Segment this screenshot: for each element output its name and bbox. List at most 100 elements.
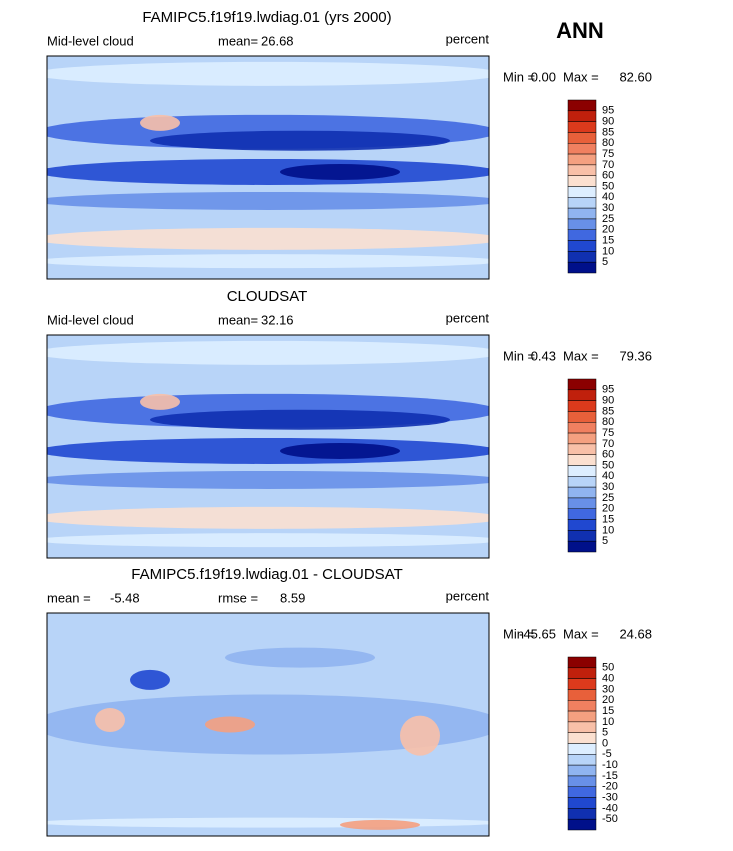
map-field <box>47 56 489 279</box>
map-field <box>47 613 489 836</box>
left-label: mean = <box>47 590 91 605</box>
map-region <box>205 716 255 733</box>
colorbar-label: 25 <box>602 492 614 504</box>
map <box>46 55 490 280</box>
map-frame <box>46 612 490 837</box>
mean-label: mean= <box>218 312 258 327</box>
colorbar-label: 30 <box>602 481 614 493</box>
colorbar-label: 80 <box>602 137 614 149</box>
colorbar-box <box>567 175 597 187</box>
colorbar-box <box>567 465 597 477</box>
colorbar-box <box>567 422 597 434</box>
colorbar-label: 95 <box>602 384 614 396</box>
map <box>46 612 490 837</box>
mean-label: mean= <box>218 33 258 48</box>
colorbar-label: 15 <box>602 705 614 717</box>
map-region <box>280 163 400 180</box>
colorbar-box <box>567 132 597 144</box>
min-value: 0.00 <box>531 69 556 84</box>
colorbar-box <box>567 710 597 723</box>
colorbar-box <box>567 454 597 466</box>
colorbar-label: 70 <box>602 438 614 450</box>
colorbar-label: 15 <box>602 234 614 246</box>
colorbar-box <box>567 110 597 122</box>
colorbar-label: 60 <box>602 449 614 461</box>
panel-title: CLOUDSAT <box>227 288 308 305</box>
map-field <box>47 335 489 558</box>
colorbar-box <box>567 207 597 220</box>
colorbar-box <box>567 656 597 669</box>
colorbar-label: 95 <box>602 105 614 117</box>
map-region <box>47 158 489 185</box>
colorbar-label: 90 <box>602 395 614 407</box>
map <box>46 334 490 559</box>
map-region <box>47 227 489 250</box>
colorbar-box <box>567 764 597 777</box>
mean-value: -5.48 <box>110 590 140 605</box>
max-value: 82.60 <box>619 69 652 84</box>
colorbar-label: 20 <box>602 503 614 515</box>
colorbar-box <box>567 530 597 542</box>
colorbar-label: 40 <box>602 191 614 203</box>
map-region <box>47 437 489 464</box>
colorbar-label: -20 <box>602 781 618 793</box>
colorbar-box <box>567 497 597 509</box>
left-label: Mid-level cloud <box>47 312 134 327</box>
map-region <box>150 130 450 151</box>
colorbar-label: 50 <box>602 180 614 192</box>
map-region <box>140 393 180 410</box>
max-label: Max = <box>563 626 599 641</box>
min-label: Min = <box>503 626 535 641</box>
colorbar-box <box>567 486 597 499</box>
colorbar-box <box>567 519 597 531</box>
colorbar-box <box>567 721 597 733</box>
map-region <box>47 533 489 548</box>
colorbar-label: -50 <box>602 813 618 825</box>
colorbar-label: 25 <box>602 213 614 225</box>
colorbar-box <box>567 197 597 209</box>
min-value: 0.43 <box>531 348 556 363</box>
colorbar-box <box>567 743 597 755</box>
colorbar-box <box>567 689 597 701</box>
panel-title: FAMIPC5.f19f19.lwdiag.01 (yrs 2000) <box>142 9 391 26</box>
colorbar-label: -30 <box>602 791 618 803</box>
colorbar-label: 5 <box>602 727 608 739</box>
colorbar-box <box>567 667 597 679</box>
colorbar-box <box>567 818 597 831</box>
mean-value: 26.68 <box>261 33 294 48</box>
map-region <box>47 694 489 755</box>
colorbar-label: 60 <box>602 170 614 182</box>
colorbar-label: 10 <box>602 524 614 536</box>
colorbar-box <box>567 432 597 445</box>
max-label: Max = <box>563 348 599 363</box>
colorbar-box <box>567 808 597 820</box>
colorbar-label: 5 <box>602 535 608 547</box>
map-region <box>47 254 489 269</box>
left-label: Mid-level cloud <box>47 33 134 48</box>
colorbar-box <box>567 786 597 798</box>
colorbar-box <box>567 797 597 809</box>
colorbar-box <box>567 143 597 155</box>
units-label: percent <box>446 588 490 603</box>
map-region <box>47 340 489 365</box>
colorbar-label: -10 <box>602 759 618 771</box>
colorbar-box <box>567 775 597 787</box>
min-value: -45.65 <box>519 626 556 641</box>
colorbar-box <box>567 153 597 166</box>
colorbar-label: 85 <box>602 126 614 138</box>
colorbar-label: -15 <box>602 770 618 782</box>
colorbar-label: 30 <box>602 683 614 695</box>
map-region <box>340 819 420 830</box>
colorbar-label: 0 <box>602 737 608 749</box>
colorbar-label: 10 <box>602 716 614 728</box>
colorbar-label: -5 <box>602 748 612 760</box>
colorbar-box <box>567 389 597 401</box>
colorbar-label: 85 <box>602 405 614 417</box>
units-label: percent <box>446 31 490 46</box>
map-region <box>150 409 450 430</box>
units-label: percent <box>446 310 490 325</box>
max-value: 79.36 <box>619 348 652 363</box>
colorbar-label: 50 <box>602 459 614 471</box>
colorbar-box <box>567 476 597 488</box>
